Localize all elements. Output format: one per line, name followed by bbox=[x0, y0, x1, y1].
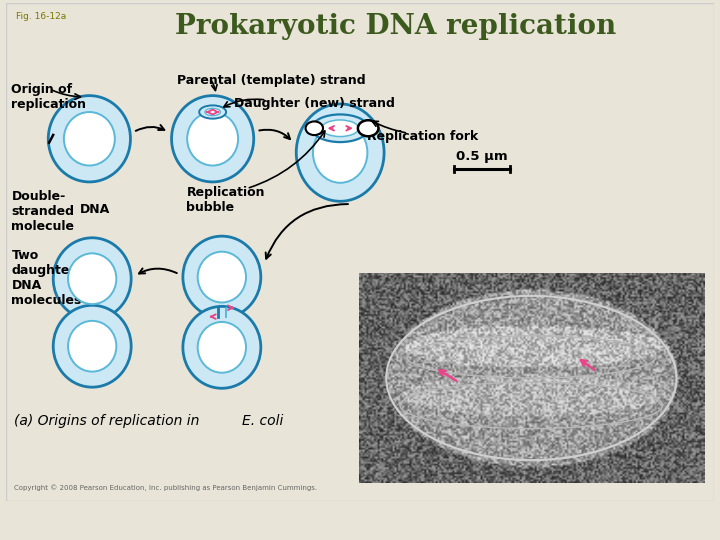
Ellipse shape bbox=[296, 104, 384, 201]
Text: (a) Origins of replication in: (a) Origins of replication in bbox=[14, 414, 204, 428]
Text: Double-
stranded
molecule: Double- stranded molecule bbox=[12, 190, 74, 233]
Ellipse shape bbox=[199, 105, 226, 119]
Text: Replication fork: Replication fork bbox=[367, 131, 478, 144]
Ellipse shape bbox=[68, 321, 117, 372]
Ellipse shape bbox=[48, 96, 130, 182]
Text: Copyright © 2008 Pearson Education, Inc. publishing as Pearson Benjamin Cummings: Copyright © 2008 Pearson Education, Inc.… bbox=[14, 484, 318, 491]
Ellipse shape bbox=[198, 322, 246, 373]
Text: E. coli: E. coli bbox=[243, 414, 284, 428]
Ellipse shape bbox=[198, 252, 246, 302]
Ellipse shape bbox=[312, 114, 369, 142]
Text: 0.5 μm: 0.5 μm bbox=[456, 150, 508, 163]
Ellipse shape bbox=[358, 120, 379, 136]
Text: Fig. 16-12a: Fig. 16-12a bbox=[17, 11, 67, 21]
Ellipse shape bbox=[183, 306, 261, 388]
Text: Parental (template) strand: Parental (template) strand bbox=[177, 74, 366, 87]
Ellipse shape bbox=[171, 96, 253, 182]
Ellipse shape bbox=[68, 253, 117, 304]
Ellipse shape bbox=[313, 123, 367, 183]
Text: Prokaryotic DNA replication: Prokaryotic DNA replication bbox=[175, 13, 616, 40]
Text: Replication
bubble: Replication bubble bbox=[186, 186, 265, 214]
Ellipse shape bbox=[183, 236, 261, 318]
Ellipse shape bbox=[305, 122, 323, 135]
Ellipse shape bbox=[205, 109, 220, 116]
Ellipse shape bbox=[53, 238, 131, 320]
Ellipse shape bbox=[322, 120, 359, 137]
Text: Daughter (new) strand: Daughter (new) strand bbox=[234, 97, 395, 110]
Ellipse shape bbox=[64, 112, 114, 166]
Ellipse shape bbox=[187, 112, 238, 166]
Ellipse shape bbox=[53, 305, 131, 387]
Text: Two
daughter
DNA
molecules: Two daughter DNA molecules bbox=[12, 249, 82, 307]
Text: DNA: DNA bbox=[80, 204, 110, 217]
Text: Origin of
replication: Origin of replication bbox=[12, 84, 86, 111]
